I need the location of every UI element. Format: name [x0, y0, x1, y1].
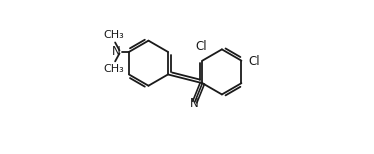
Text: CH₃: CH₃: [103, 64, 124, 74]
Text: N: N: [112, 45, 121, 58]
Text: CH₃: CH₃: [103, 30, 124, 40]
Text: Cl: Cl: [196, 40, 208, 53]
Text: Cl: Cl: [248, 55, 260, 68]
Text: N: N: [190, 97, 199, 110]
